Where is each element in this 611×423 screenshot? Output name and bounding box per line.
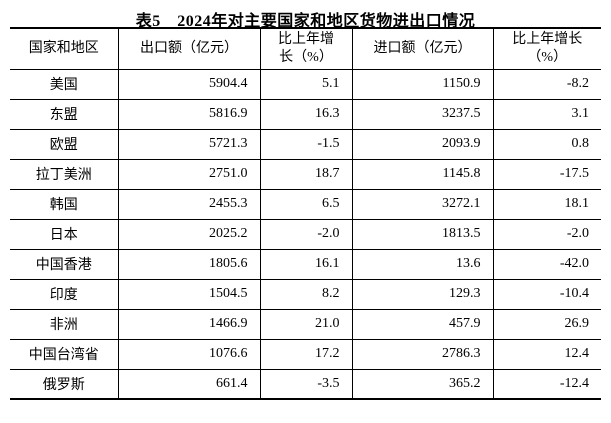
region-cell: 拉丁美洲 <box>10 159 119 190</box>
table-row: 拉丁美洲 2751.0 18.7 1145.8 -17.5 <box>10 159 601 190</box>
region-cell: 韩国 <box>10 189 119 220</box>
import-growth-cell: -8.2 <box>493 69 601 100</box>
import-value-cell: 3272.1 <box>352 189 494 220</box>
export-growth-cell: 8.2 <box>260 279 353 310</box>
import-growth-cell: 18.1 <box>493 189 601 220</box>
export-value-cell: 1466.9 <box>118 309 261 340</box>
header-row: 国家和地区 出口额（亿元） 比上年增 长（%） 进口额（亿元） 比上年增长 （%… <box>10 28 601 70</box>
header-region-label: 国家和地区 <box>28 40 99 56</box>
header-region: 国家和地区 <box>10 28 119 70</box>
import-value-cell: 2093.9 <box>352 129 494 160</box>
export-growth-cell: -1.5 <box>260 129 353 160</box>
table-row: 中国台湾省 1076.6 17.2 2786.3 12.4 <box>10 339 601 370</box>
import-growth-cell: -10.4 <box>493 279 601 310</box>
trade-table: 国家和地区 出口额（亿元） 比上年增 长（%） 进口额（亿元） 比上年增长 （%… <box>10 27 601 400</box>
import-value-cell: 457.9 <box>352 309 494 340</box>
region-cell: 东盟 <box>10 99 119 130</box>
import-value-cell: 1813.5 <box>352 219 494 250</box>
import-growth-cell: 26.9 <box>493 309 601 340</box>
export-growth-cell: 17.2 <box>260 339 353 370</box>
export-growth-cell: 21.0 <box>260 309 353 340</box>
header-export-value-label: 出口额（亿元） <box>140 40 238 56</box>
region-cell: 美国 <box>10 69 119 100</box>
header-export-growth: 比上年增 长（%） <box>260 28 353 70</box>
header-export-growth-line1: 比上年增 <box>278 31 334 47</box>
export-value-cell: 2751.0 <box>118 159 261 190</box>
region-cell: 欧盟 <box>10 129 119 160</box>
table-title: 表5 2024年对主要国家和地区货物进出口情况 <box>135 13 476 30</box>
export-growth-cell: 16.1 <box>260 249 353 280</box>
import-growth-cell: 3.1 <box>493 99 601 130</box>
header-import-growth-line2: （%） <box>527 49 568 65</box>
table-row: 美国 5904.4 5.1 1150.9 -8.2 <box>10 69 601 100</box>
table-row: 非洲 1466.9 21.0 457.9 26.9 <box>10 309 601 340</box>
table-row: 印度 1504.5 8.2 129.3 -10.4 <box>10 279 601 310</box>
header-import-value-label: 进口额（亿元） <box>373 40 472 56</box>
export-growth-cell: 16.3 <box>260 99 353 130</box>
table-row: 韩国 2455.3 6.5 3272.1 18.1 <box>10 189 601 220</box>
table-row: 俄罗斯 661.4 -3.5 365.2 -12.4 <box>10 369 601 399</box>
import-value-cell: 365.2 <box>352 369 494 399</box>
header-import-growth: 比上年增长 （%） <box>493 28 601 70</box>
import-growth-cell: -17.5 <box>493 159 601 190</box>
header-export-value: 出口额（亿元） <box>118 28 261 70</box>
table-row: 欧盟 5721.3 -1.5 2093.9 0.8 <box>10 129 601 160</box>
table-row: 中国香港 1805.6 16.1 13.6 -42.0 <box>10 249 601 280</box>
export-value-cell: 1076.6 <box>118 339 261 370</box>
export-value-cell: 5904.4 <box>118 69 261 100</box>
import-growth-cell: -42.0 <box>493 249 601 280</box>
table-row: 日本 2025.2 -2.0 1813.5 -2.0 <box>10 219 601 250</box>
import-growth-cell: 0.8 <box>493 129 601 160</box>
import-value-cell: 129.3 <box>352 279 494 310</box>
export-value-cell: 5721.3 <box>118 129 261 160</box>
export-value-cell: 2025.2 <box>118 219 261 250</box>
region-cell: 中国香港 <box>10 249 119 280</box>
export-value-cell: 1805.6 <box>118 249 261 280</box>
import-growth-cell: -2.0 <box>493 219 601 250</box>
header-import-value: 进口额（亿元） <box>352 28 494 70</box>
import-growth-cell: -12.4 <box>559 375 589 391</box>
region-cell: 俄罗斯 <box>10 369 119 399</box>
header-export-growth-line2: 长（%） <box>279 49 333 65</box>
import-value-cell: 2786.3 <box>352 339 494 370</box>
region-cell: 中国台湾省 <box>10 339 119 370</box>
import-value-cell: 1145.8 <box>352 159 494 190</box>
table-row: 东盟 5816.9 16.3 3237.5 3.1 <box>10 99 601 130</box>
export-value-cell: 1504.5 <box>118 279 261 310</box>
import-value-cell: 3237.5 <box>352 99 494 130</box>
export-value-cell: 2455.3 <box>118 189 261 220</box>
region-cell: 印度 <box>10 279 119 310</box>
header-import-growth-line1: 比上年增长 <box>512 31 583 47</box>
region-cell: 日本 <box>10 219 119 250</box>
import-value-cell: 1150.9 <box>352 69 494 100</box>
export-growth-cell: -2.0 <box>260 219 353 250</box>
export-growth-cell: 6.5 <box>260 189 353 220</box>
export-growth-cell: 5.1 <box>260 69 353 100</box>
export-value-cell: 661.4 <box>118 369 261 399</box>
region-cell: 非洲 <box>10 309 119 340</box>
export-growth-cell: 18.7 <box>260 159 353 190</box>
import-value-cell: 13.6 <box>352 249 494 280</box>
import-growth-cell: 12.4 <box>493 339 601 370</box>
export-value-cell: 5816.9 <box>118 99 261 130</box>
export-growth-cell: -3.5 <box>260 369 353 399</box>
